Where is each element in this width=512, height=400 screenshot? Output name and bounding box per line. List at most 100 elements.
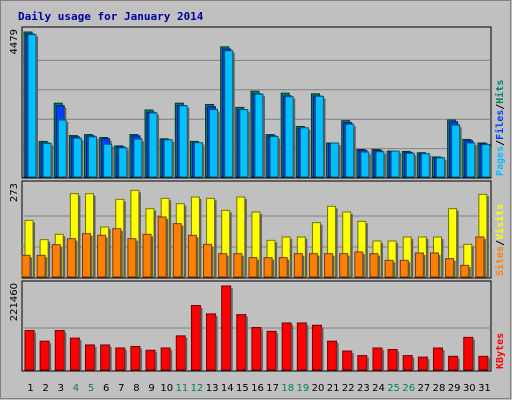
sites-bar-shadow xyxy=(90,235,93,277)
sites-bar xyxy=(278,257,288,278)
kbytes-bar xyxy=(221,285,232,371)
sites-bar xyxy=(82,233,92,278)
sites-bar-shadow xyxy=(196,237,199,277)
sites-bar xyxy=(112,228,122,278)
pages-bar xyxy=(360,151,370,178)
sites-bar xyxy=(187,234,197,278)
sites-bar xyxy=(414,252,424,278)
pages-bar-shadow xyxy=(187,107,190,177)
sites-bar-shadow xyxy=(151,236,154,277)
day-label: 24 xyxy=(372,383,385,394)
sites-bar xyxy=(51,244,61,278)
sites-bar-shadow xyxy=(377,255,380,277)
panel-kbytes: 221460 KBytes xyxy=(9,280,506,372)
day-label: 29 xyxy=(448,383,461,394)
visits-bar-shadow xyxy=(229,212,232,277)
pages-bar-shadow xyxy=(36,36,38,177)
pages-bar xyxy=(88,136,98,178)
visits-bar-shadow xyxy=(108,229,111,277)
kbytes-bar-shadow xyxy=(79,340,82,370)
pages-bar-shadow xyxy=(247,111,250,177)
kbytes-bar-shadow xyxy=(155,352,158,370)
day-label: 5 xyxy=(88,383,94,394)
kbytes-bar xyxy=(85,344,96,371)
sites-bar-shadow xyxy=(75,240,78,277)
visits-bar-shadow xyxy=(396,243,399,277)
pages-bar xyxy=(209,109,219,178)
kbytes-bar-shadow xyxy=(487,358,490,370)
sites-bar-shadow xyxy=(135,240,138,277)
visits-bar-shadow xyxy=(486,196,489,277)
pages-bar xyxy=(466,142,476,178)
kbytes-bar xyxy=(402,355,413,371)
sites-bar-shadow xyxy=(287,259,290,277)
pages-bar-shadow xyxy=(293,98,296,177)
day-label: 21 xyxy=(327,383,340,394)
sites-bar-shadow xyxy=(272,259,275,277)
pages-bar-shadow xyxy=(383,153,386,177)
kbytes-bar xyxy=(281,322,292,371)
visits-bar-shadow xyxy=(320,224,323,277)
kbytes-bar xyxy=(463,336,474,371)
sites-bar xyxy=(354,251,364,278)
side-legend: KBytes xyxy=(495,333,506,369)
side-legend-sep: / xyxy=(495,140,506,146)
kbytes-bar xyxy=(145,349,156,371)
kbytes-bar-shadow xyxy=(245,316,248,370)
day-label: 2 xyxy=(43,383,49,394)
kbytes-bar-shadow xyxy=(427,359,430,370)
kbytes-bar-shadow xyxy=(306,324,309,370)
sites-bar xyxy=(218,253,228,278)
kbytes-bar-shadow xyxy=(34,332,36,370)
sites-bar-shadow xyxy=(347,255,350,277)
day-label: 28 xyxy=(433,383,446,394)
sites-bar xyxy=(475,236,485,278)
kbytes-bar xyxy=(236,314,247,371)
day-labels: 1 2 3 4 5 6 7 8 9 10 11 12 13 14 15 16 17 18 19 20 21 22 23 24 2… xyxy=(27,383,490,394)
day-label: 17 xyxy=(266,383,279,394)
kbytes-bar-shadow xyxy=(49,343,52,370)
kbytes-bar xyxy=(432,347,443,371)
sites-bar xyxy=(399,259,409,278)
pages-bar xyxy=(193,142,203,178)
sites-bar xyxy=(324,253,334,278)
kbytes-bar-shadow xyxy=(109,346,112,370)
sites-bar xyxy=(127,238,137,278)
visits-bar-shadow xyxy=(259,214,262,277)
kbytes-bar-shadow xyxy=(94,346,97,370)
kbytes-bar xyxy=(251,327,262,371)
visits-bar-shadow xyxy=(290,239,293,277)
sites-bar xyxy=(308,253,318,278)
kbytes-bar-shadow xyxy=(185,337,188,370)
sites-bar-shadow xyxy=(393,262,396,277)
day-label: 23 xyxy=(357,383,370,394)
visits-bar-shadow xyxy=(63,236,66,277)
y-max-label: 221460 xyxy=(9,283,20,321)
sites-bar xyxy=(142,233,152,278)
sites-bar-shadow xyxy=(302,255,305,277)
visits-bar-shadow xyxy=(214,200,217,277)
pages-bar xyxy=(284,96,294,178)
kbytes-bar-shadow xyxy=(472,339,475,370)
y-max-label: 4479 xyxy=(9,29,20,54)
day-label: 7 xyxy=(118,383,124,394)
kbytes-bar-shadow xyxy=(170,350,173,370)
sites-bar-shadow xyxy=(362,254,365,277)
pages-bar xyxy=(299,127,309,178)
pages-bar xyxy=(481,144,491,178)
kbytes-bar-shadow xyxy=(276,333,279,370)
kbytes-bar xyxy=(39,340,50,371)
kbytes-bar-shadow xyxy=(442,350,445,370)
day-label: 3 xyxy=(58,383,64,394)
sites-bar-shadow xyxy=(60,246,63,277)
pages-bar-shadow xyxy=(81,140,84,177)
visits-bar-shadow xyxy=(78,195,81,277)
kbytes-bar xyxy=(478,355,489,371)
pages-bar xyxy=(42,142,52,178)
side-legend-visits: Visits xyxy=(494,204,506,240)
sites-bar xyxy=(263,257,273,278)
day-label: 9 xyxy=(148,383,154,394)
side-legend-kbytes: KBytes xyxy=(495,333,506,369)
pages-bar-shadow xyxy=(338,145,341,177)
